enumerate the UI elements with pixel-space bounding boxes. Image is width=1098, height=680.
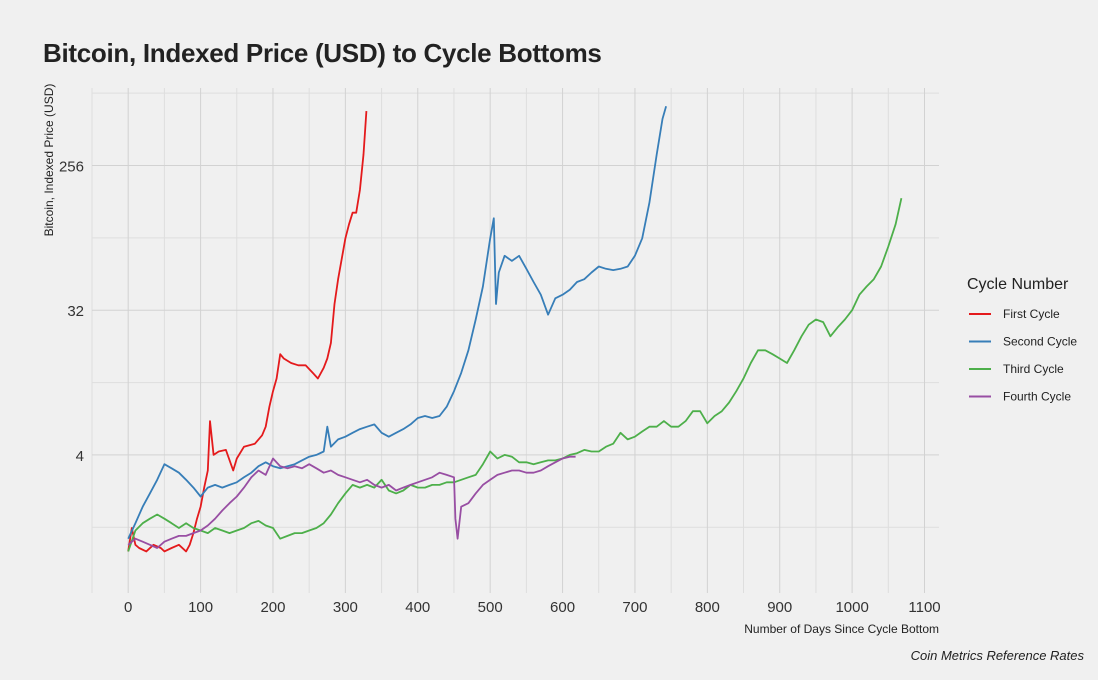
legend-title: Cycle Number [967, 276, 1069, 293]
series-line-2 [127, 106, 667, 540]
x-tick-label: 1000 [835, 599, 868, 616]
x-tick-labels: 0 100 200 300 400 500 600 700 800 900 1000 1100 [124, 599, 941, 616]
x-axis-label: Number of Days Since Cycle Bottom [744, 622, 939, 636]
series-layer [127, 106, 903, 553]
x-tick-label: 0 [124, 599, 132, 616]
x-tick-label: 300 [333, 599, 358, 616]
x-tick-label: 600 [550, 599, 575, 616]
y-tick-label: 32 [67, 303, 84, 320]
x-tick-label: 500 [478, 599, 503, 616]
chart-svg: 0 100 200 300 400 500 600 700 800 900 1000 1100 4 32… [42, 84, 1077, 636]
legend-label: Second Cycle [1003, 335, 1077, 349]
legend-label: Third Cycle [1003, 362, 1064, 376]
x-tick-label: 800 [695, 599, 720, 616]
x-tick-label: 900 [767, 599, 792, 616]
y-tick-label: 256 [59, 159, 84, 176]
x-tick-label: 400 [405, 599, 430, 616]
caption: Coin Metrics Reference Rates [910, 648, 1084, 663]
grid-minor [91, 88, 939, 593]
y-axis-label: Bitcoin, Indexed Price (USD) [42, 84, 56, 237]
x-tick-label: 100 [188, 599, 213, 616]
series-line-3 [127, 198, 903, 552]
x-tick-label: 200 [260, 599, 285, 616]
grid-major [92, 88, 939, 593]
y-tick-label: 4 [76, 448, 84, 465]
y-tick-labels: 4 32 256 [59, 159, 84, 465]
legend-label: Fourth Cycle [1003, 390, 1071, 404]
chart-title: Bitcoin, Indexed Price (USD) to Cycle Bo… [43, 38, 602, 68]
series-line-4 [127, 455, 576, 549]
legend: Cycle Number First Cycle Second Cycle Thir… [967, 276, 1077, 404]
legend-label: First Cycle [1003, 307, 1060, 321]
x-tick-label: 1100 [908, 599, 940, 616]
x-tick-label: 700 [622, 599, 647, 616]
series-line-1 [127, 111, 368, 553]
